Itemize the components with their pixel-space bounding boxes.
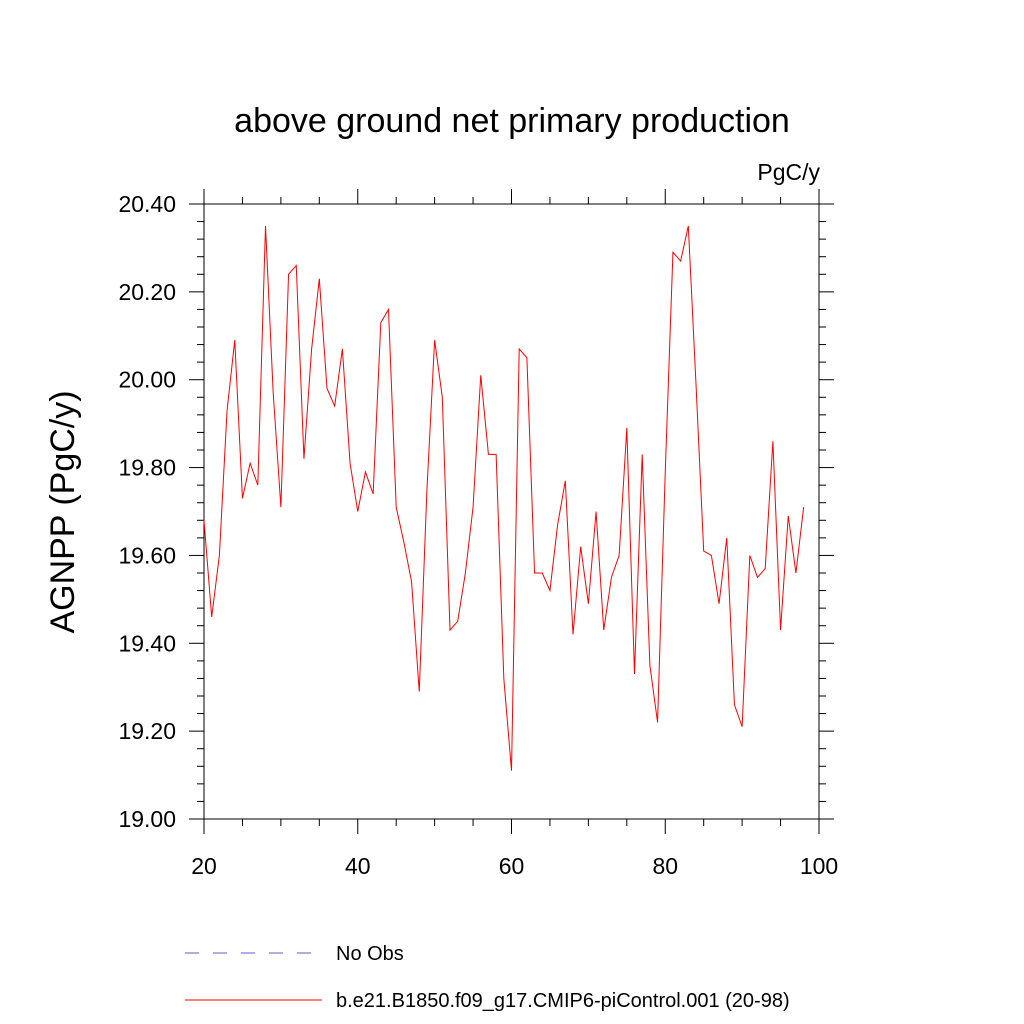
legend-label-0: No Obs bbox=[336, 943, 404, 965]
y-tick-label: 20.20 bbox=[118, 279, 176, 305]
units-label: PgC/y bbox=[757, 159, 820, 185]
axis-ticks bbox=[189, 189, 834, 834]
series-layer bbox=[203, 225, 805, 771]
x-tick-label: 20 bbox=[191, 853, 217, 879]
axis-tick-labels: 20 40 60 80 100 19.00 19.20 19.40 19.60 19.80 20.0… bbox=[118, 191, 838, 879]
y-tick-label: 19.00 bbox=[118, 806, 176, 832]
y-tick-label: 19.20 bbox=[118, 718, 176, 744]
chart-title: above ground net primary production bbox=[234, 102, 790, 140]
y-tick-label: 19.40 bbox=[118, 630, 176, 656]
y-tick-label: 20.00 bbox=[118, 367, 176, 393]
series-line-1 bbox=[203, 225, 805, 771]
x-tick-label: 60 bbox=[499, 853, 525, 879]
y-tick-label: 20.40 bbox=[118, 191, 176, 217]
y-tick-label: 19.80 bbox=[118, 455, 176, 481]
legend-label-1: b.e21.B1850.f09_g17.CMIP6-piControl.001 … bbox=[336, 990, 790, 1012]
y-tick-label: 19.60 bbox=[118, 542, 176, 568]
y-axis-label: AGNPP (PgC/y) bbox=[44, 390, 82, 633]
plot-frame bbox=[203, 203, 820, 820]
legend: No Obs b.e21.B1850.f09_g17.CMIP6-piContro… bbox=[185, 943, 790, 1012]
x-tick-label: 100 bbox=[800, 853, 838, 879]
x-tick-label: 40 bbox=[345, 853, 371, 879]
x-tick-label: 80 bbox=[652, 853, 678, 879]
